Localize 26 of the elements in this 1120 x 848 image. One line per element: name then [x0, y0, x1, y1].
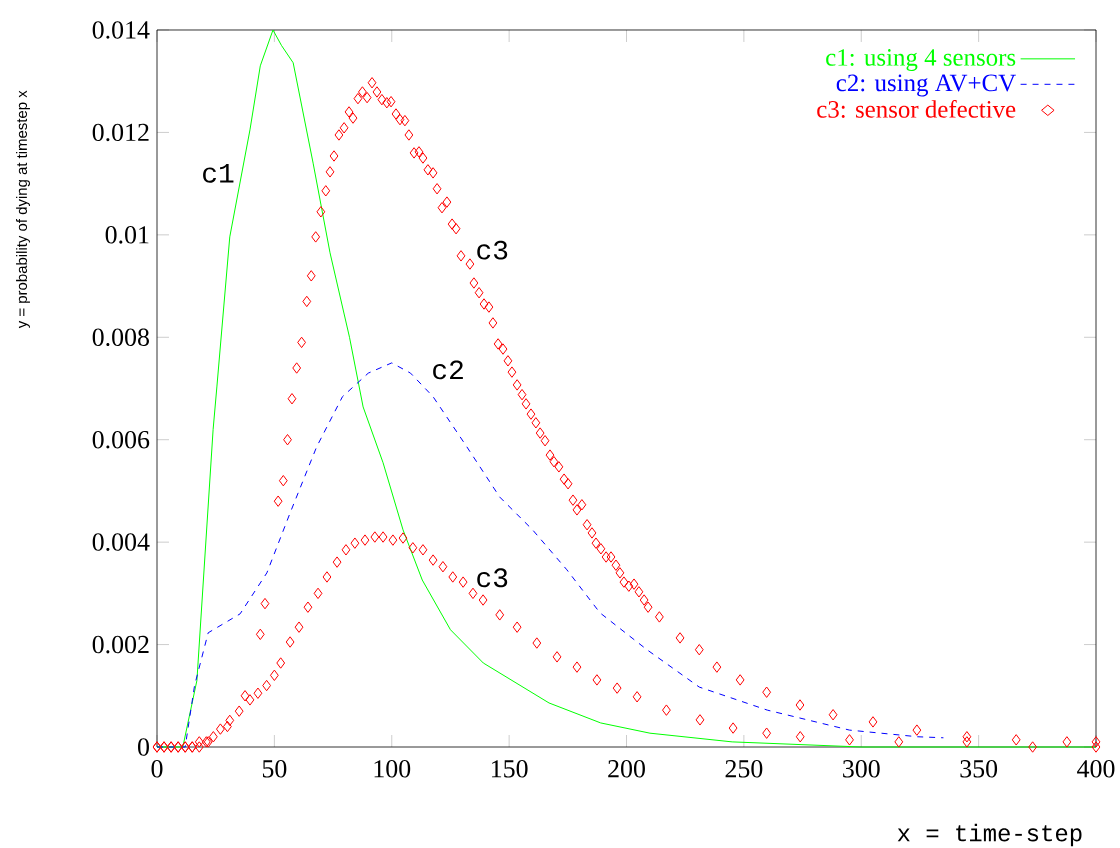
x-tick-label: 250	[725, 760, 763, 778]
annotation: c2	[433, 360, 463, 380]
annotation: c3	[477, 568, 508, 588]
y-tick-label: 0.002	[92, 635, 149, 654]
x-tick-label: 350	[960, 760, 998, 778]
y-tick-label: 0.004	[92, 533, 150, 551]
x-tick-label: 0	[151, 760, 163, 778]
x-tick-label: 100	[374, 760, 411, 778]
y-axis-title: y = probability of dying at timestep x	[16, 90, 30, 329]
y-tick-label: 0.008	[92, 328, 149, 347]
y-tick-label: 0.012	[92, 123, 149, 142]
annotation: c1	[203, 164, 234, 183]
x-axis-title: x = time-step	[897, 823, 1082, 847]
x-tick-label: 150	[491, 760, 528, 778]
y-tick-label: 0.014	[92, 21, 150, 39]
legend-label: c3: sensor defective	[817, 100, 1016, 118]
y-tick-label: 0	[138, 738, 149, 756]
x-tick-label: 50	[262, 760, 287, 778]
y-tick-label: 0.006	[92, 430, 150, 449]
x-tick-label: 300	[843, 760, 880, 778]
legend-label: c2: using AV+CV	[836, 74, 1016, 97]
y-tick-label: 0.01	[105, 226, 149, 244]
x-tick-label: 200	[608, 760, 645, 778]
annotation: c3	[477, 240, 508, 260]
legend-label: c1: using 4 sensors	[826, 49, 1016, 71]
x-tick-label: 400	[1077, 760, 1115, 778]
